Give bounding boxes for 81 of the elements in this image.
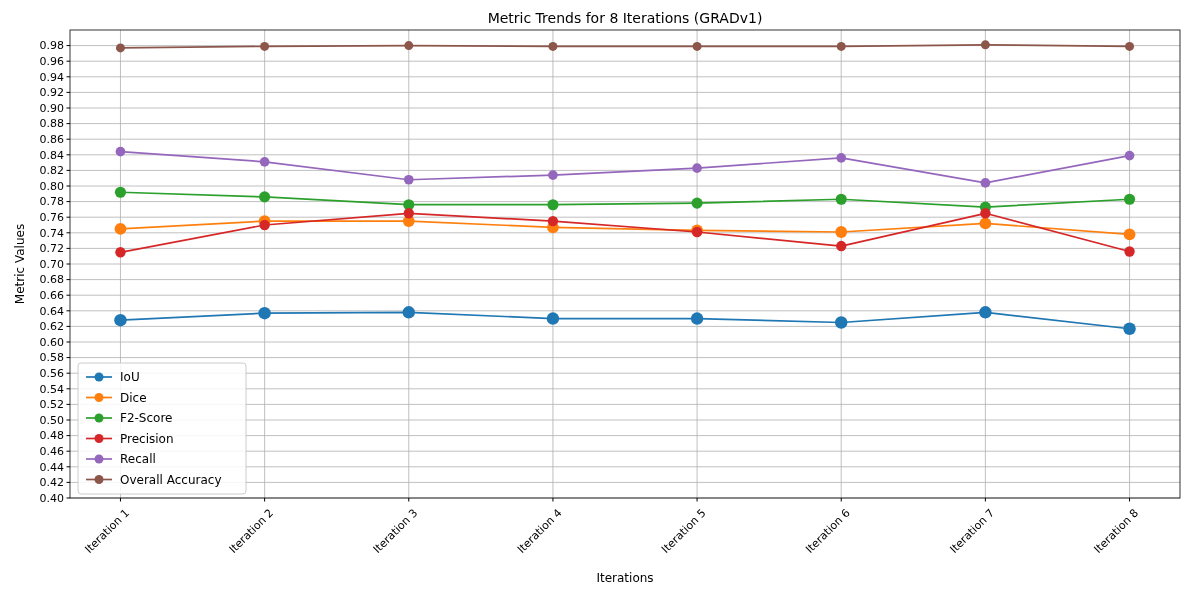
y-tick-label: 0.58 (39, 351, 64, 365)
point (402, 306, 416, 319)
point (1124, 246, 1135, 257)
y-tick-label: 0.70 (39, 257, 64, 271)
point (1124, 150, 1135, 161)
point (546, 312, 560, 325)
point (836, 240, 847, 252)
y-tick-label: 0.74 (39, 226, 64, 240)
legend-label: IoU (120, 370, 140, 385)
point (258, 306, 271, 320)
y-axis-title: Metric Values (13, 223, 27, 305)
y-tick-label: 0.54 (39, 382, 64, 396)
point (980, 178, 991, 188)
y-tick-label: 0.68 (39, 273, 64, 287)
point (404, 41, 414, 51)
y-tick-label: 0.48 (39, 429, 64, 443)
point (259, 219, 270, 231)
point (690, 312, 704, 325)
point (980, 208, 991, 219)
point (548, 170, 558, 180)
point (834, 316, 848, 329)
y-tick-label: 0.96 (39, 55, 64, 69)
point (260, 41, 270, 51)
point (259, 191, 271, 203)
point (691, 197, 703, 209)
y-tick-label: 0.90 (39, 101, 64, 115)
point (836, 41, 846, 51)
y-tick-label: 0.72 (39, 242, 64, 256)
point (835, 193, 847, 205)
point (1125, 41, 1135, 51)
y-tick-label: 0.92 (39, 86, 64, 100)
y-tick-label: 0.86 (39, 133, 64, 147)
point (1123, 228, 1136, 241)
y-tick-label: 0.66 (39, 289, 64, 303)
point (547, 215, 559, 227)
y-tick-label: 0.56 (39, 367, 64, 381)
legend-label: Recall (120, 452, 156, 467)
legend-label: F2-Score (120, 411, 173, 426)
point (114, 313, 127, 327)
y-tick-label: 0.98 (39, 39, 64, 53)
point (114, 223, 127, 235)
y-tick-label: 0.80 (39, 179, 64, 193)
y-tick-label: 0.84 (39, 148, 64, 162)
y-tick-label: 0.64 (39, 304, 64, 318)
y-tick-label: 0.42 (39, 476, 64, 490)
point (980, 40, 990, 50)
y-tick-label: 0.88 (39, 117, 64, 131)
y-tick-label: 0.94 (39, 70, 64, 84)
y-tick-label: 0.52 (39, 398, 64, 412)
y-tick-label: 0.44 (39, 460, 64, 474)
point (115, 146, 126, 157)
legend-label: Precision (120, 431, 174, 446)
legend-label: Overall Accuracy (120, 472, 222, 487)
point (692, 41, 702, 51)
y-tick-label: 0.60 (39, 335, 64, 349)
point (403, 199, 415, 211)
point (692, 163, 702, 173)
point (979, 217, 992, 230)
point (1124, 193, 1136, 205)
x-axis-title: Iterations (596, 571, 654, 585)
point (114, 186, 127, 198)
y-tick-label: 0.50 (39, 413, 64, 427)
y-tick-label: 0.82 (39, 164, 64, 178)
point (115, 247, 126, 258)
y-tick-label: 0.40 (39, 491, 64, 505)
legend-label: Dice (120, 390, 147, 405)
point (403, 208, 414, 219)
point (259, 156, 270, 167)
point (835, 226, 848, 238)
point (403, 174, 414, 185)
y-tick-label: 0.78 (39, 195, 64, 209)
point (548, 41, 558, 51)
point (115, 43, 125, 53)
y-tick-label: 0.62 (39, 320, 64, 334)
y-tick-label: 0.46 (39, 445, 64, 459)
point (547, 199, 559, 211)
chart-title: Metric Trends for 8 Iterations (GRADv1) (487, 10, 763, 26)
point (979, 306, 992, 319)
point (1123, 322, 1136, 335)
point (836, 153, 847, 163)
y-tick-label: 0.76 (39, 211, 64, 225)
